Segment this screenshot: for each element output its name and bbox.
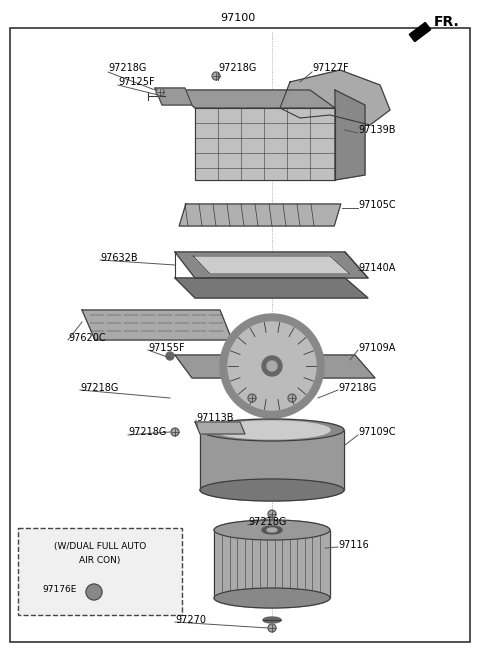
Text: 97218G: 97218G	[108, 63, 146, 73]
Text: 97125F: 97125F	[118, 77, 155, 87]
Text: 97632B: 97632B	[100, 253, 138, 263]
Text: 97127F: 97127F	[312, 63, 348, 73]
Polygon shape	[335, 90, 365, 180]
Circle shape	[214, 73, 218, 79]
Text: 97218G: 97218G	[248, 517, 287, 527]
Ellipse shape	[267, 528, 277, 532]
Polygon shape	[175, 355, 375, 378]
Ellipse shape	[262, 526, 282, 534]
Text: 97116: 97116	[338, 540, 369, 550]
Polygon shape	[200, 430, 344, 490]
Text: 97113B: 97113B	[196, 413, 233, 423]
Text: 97100: 97100	[220, 13, 256, 23]
Polygon shape	[195, 108, 335, 180]
Text: 97176E: 97176E	[42, 586, 76, 594]
Text: 97109C: 97109C	[358, 427, 396, 437]
Text: 97218G: 97218G	[80, 383, 119, 393]
Polygon shape	[195, 422, 245, 434]
Text: 97155F: 97155F	[148, 343, 185, 353]
Ellipse shape	[263, 617, 281, 623]
Text: AIR CON): AIR CON)	[79, 556, 120, 565]
Polygon shape	[175, 90, 335, 108]
Text: 97218G: 97218G	[128, 427, 167, 437]
Circle shape	[248, 394, 256, 402]
Circle shape	[268, 624, 276, 632]
Circle shape	[86, 584, 102, 600]
Circle shape	[172, 430, 178, 434]
Circle shape	[157, 89, 163, 94]
Circle shape	[288, 394, 296, 402]
Circle shape	[269, 512, 275, 516]
Circle shape	[166, 352, 174, 360]
Polygon shape	[155, 88, 192, 105]
Polygon shape	[280, 70, 390, 125]
Circle shape	[171, 428, 179, 436]
Circle shape	[262, 356, 282, 376]
Polygon shape	[82, 310, 232, 340]
Circle shape	[250, 396, 254, 401]
Text: 97140A: 97140A	[358, 263, 396, 273]
Circle shape	[228, 322, 316, 410]
Ellipse shape	[214, 421, 330, 439]
Text: 97620C: 97620C	[68, 333, 106, 343]
Text: 97105C: 97105C	[358, 200, 396, 210]
Text: 97218G: 97218G	[218, 63, 256, 73]
Text: FR.: FR.	[434, 15, 460, 29]
Ellipse shape	[214, 588, 330, 608]
Circle shape	[156, 88, 164, 96]
Polygon shape	[179, 204, 341, 226]
Text: 97270: 97270	[175, 615, 206, 625]
Polygon shape	[175, 252, 368, 278]
Circle shape	[289, 396, 295, 401]
Ellipse shape	[200, 419, 344, 441]
Text: 97139B: 97139B	[358, 125, 396, 135]
Circle shape	[267, 361, 277, 371]
FancyArrow shape	[409, 22, 431, 41]
Polygon shape	[214, 530, 330, 598]
Circle shape	[212, 72, 220, 80]
Bar	[18, 528, 182, 615]
Ellipse shape	[214, 520, 330, 540]
Circle shape	[268, 510, 276, 518]
Polygon shape	[175, 278, 368, 298]
Ellipse shape	[200, 479, 344, 501]
Text: (W/DUAL FULL AUTO: (W/DUAL FULL AUTO	[54, 541, 146, 550]
Circle shape	[220, 314, 324, 418]
Circle shape	[269, 626, 275, 630]
Polygon shape	[193, 256, 350, 274]
Text: 97109A: 97109A	[358, 343, 396, 353]
Text: 97218G: 97218G	[338, 383, 376, 393]
